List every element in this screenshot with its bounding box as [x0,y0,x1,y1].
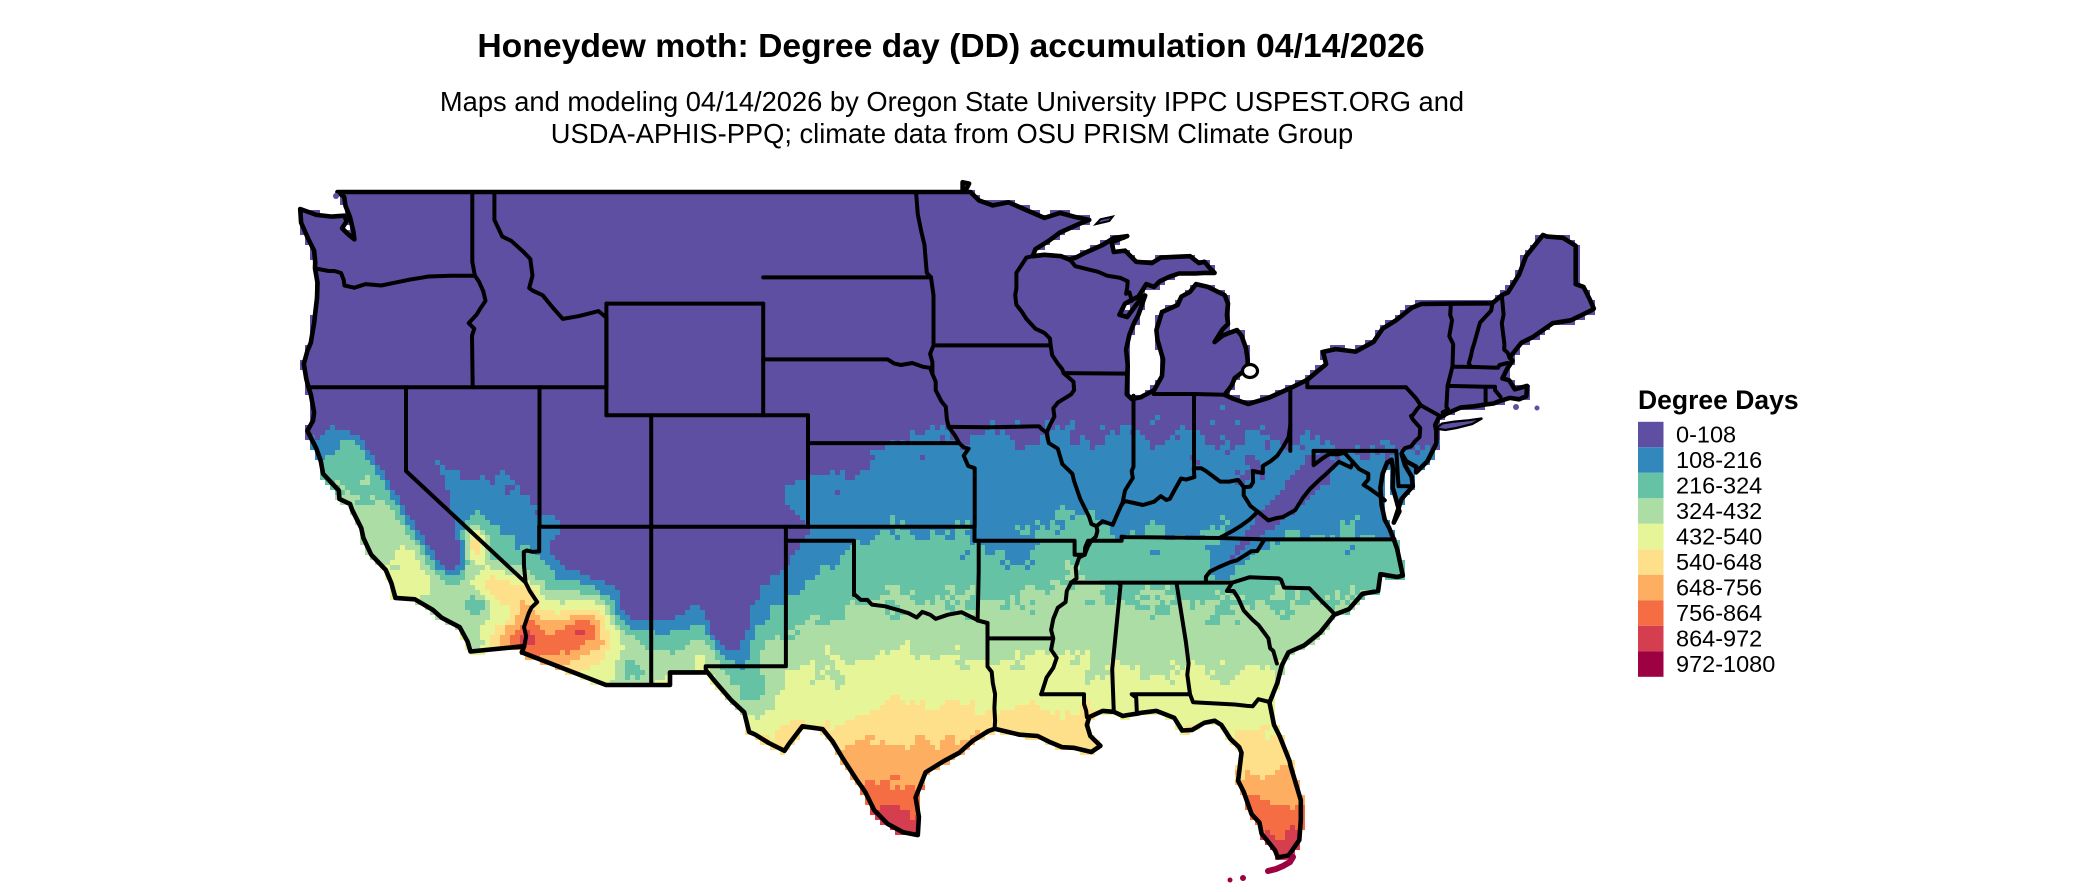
svg-text:Degree Days: Degree Days [1638,385,1799,415]
svg-text:756-864: 756-864 [1676,600,1762,626]
svg-text:648-756: 648-756 [1676,575,1762,601]
svg-text:216-324: 216-324 [1676,473,1762,499]
svg-text:324-432: 324-432 [1676,498,1762,524]
svg-text:540-648: 540-648 [1676,549,1762,575]
svg-text:108-216: 108-216 [1676,447,1762,473]
svg-text:Maps and modeling 04/14/2026 b: Maps and modeling 04/14/2026 by Oregon S… [440,86,1464,117]
svg-text:432-540: 432-540 [1676,524,1762,550]
svg-text:USDA-APHIS-PPQ; climate data f: USDA-APHIS-PPQ; climate data from OSU PR… [551,118,1353,149]
svg-text:972-1080: 972-1080 [1676,651,1775,677]
svg-text:Honeydew moth: Degree day (DD): Honeydew moth: Degree day (DD) accumulat… [477,27,1424,65]
svg-text:864-972: 864-972 [1676,626,1762,652]
svg-text:0-108: 0-108 [1676,422,1736,448]
